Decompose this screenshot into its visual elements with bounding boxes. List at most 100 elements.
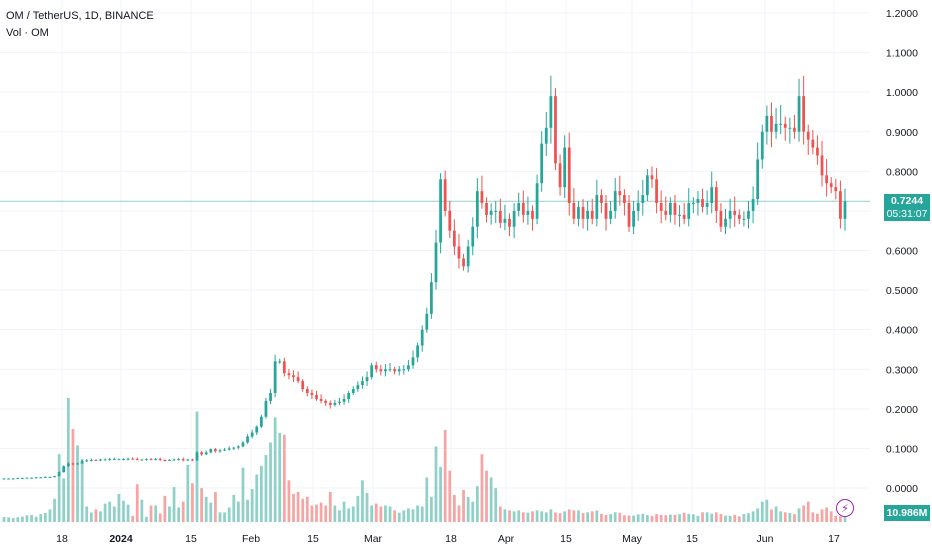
candle-body (154, 459, 158, 461)
time-tick-label: 18 (56, 533, 68, 545)
volume-bar (457, 505, 461, 522)
candle-body (489, 210, 493, 215)
candle-body (604, 203, 608, 219)
candle-body (770, 115, 773, 132)
volume-bar (747, 513, 750, 522)
candle-body (292, 375, 295, 378)
candle-body (714, 187, 718, 211)
candle-body (544, 127, 548, 144)
time-tick-label: May (622, 533, 643, 545)
time-tick-label: 17 (828, 533, 840, 545)
candle-body (733, 210, 737, 215)
candle-body (342, 398, 346, 402)
candle-body (89, 459, 93, 461)
volume-bar (195, 411, 199, 522)
volume-bar (425, 477, 429, 522)
volume-bar (549, 509, 553, 522)
volume-bar (765, 499, 769, 522)
volume-bar (485, 470, 488, 522)
candle-body (112, 459, 116, 461)
candle-body (609, 210, 613, 219)
volume-bar (600, 513, 603, 522)
volume-bar (646, 515, 649, 522)
candle-body (673, 203, 677, 215)
candle-body (99, 459, 102, 461)
volume-bar (701, 512, 704, 522)
candle-body (145, 459, 148, 461)
volume-bar (85, 506, 89, 522)
volume-bar (351, 506, 355, 522)
candle-body (7, 478, 10, 480)
volume-bar (402, 510, 406, 522)
candle-body (103, 459, 107, 461)
time-tick-label: 18 (445, 533, 457, 545)
candle-body (273, 361, 277, 393)
candle-body (186, 459, 190, 461)
volume-bar (131, 515, 135, 522)
candle-body (728, 210, 732, 219)
candle-body (48, 476, 52, 478)
time-axis[interactable]: 18 2024 15 Feb 15 Mar 18 Apr 15 May 15 Jun 17 (56, 533, 840, 545)
candle-body (577, 206, 580, 219)
candle-body (195, 452, 199, 461)
candle-body (659, 203, 663, 211)
candle-body (241, 442, 245, 447)
time-tick-label: 15 (307, 533, 319, 545)
candle-body (16, 478, 20, 480)
candle-body (379, 369, 383, 372)
candle-body (34, 477, 38, 479)
volume-bar (558, 513, 562, 522)
volume-legend[interactable]: Vol · OM (6, 27, 49, 39)
candle-body (779, 123, 783, 125)
volume-bar (586, 512, 590, 522)
candle-body (705, 203, 709, 207)
candle-body (512, 210, 516, 227)
candle-body (724, 218, 727, 227)
volume-bar (361, 480, 364, 522)
candle-body (806, 131, 810, 140)
candle-body (430, 282, 433, 314)
candle-body (567, 147, 571, 203)
candle-body (554, 96, 557, 164)
volume-bar (705, 512, 709, 522)
volume-bar (636, 514, 640, 522)
candle-body (825, 175, 828, 184)
volume-bar (572, 510, 576, 522)
symbol-legend[interactable]: OM / TetherUS, 1D, BINANCE (6, 10, 154, 22)
volume-bar (16, 517, 20, 522)
candle-body (76, 463, 79, 465)
volume-bar (11, 518, 15, 522)
volume-bar (287, 480, 291, 522)
volume-bar (544, 512, 548, 522)
price-axis[interactable]: 1.20001.10001.00000.90000.80000.70000.60… (886, 8, 918, 495)
price-tick-label: 0.8000 (886, 166, 918, 178)
candle-body (664, 210, 668, 215)
volume-bar (379, 506, 383, 522)
candles (2, 75, 847, 480)
candle-body (246, 436, 249, 443)
candle-body (191, 459, 194, 461)
volume-bar (452, 494, 456, 522)
volume-bar (140, 499, 144, 522)
volume-bar (710, 513, 714, 522)
volume-bar (475, 486, 479, 522)
volume-bar (310, 505, 314, 522)
volume-bar (618, 512, 622, 522)
volume-bar (793, 514, 796, 522)
volume-bar (154, 505, 158, 522)
candle-body (85, 460, 89, 462)
lightning-icon[interactable]: ⚡ (836, 499, 854, 517)
candle-body (508, 218, 511, 227)
candle-body (2, 478, 6, 480)
volume-bar (567, 509, 571, 522)
candle-body (682, 214, 686, 219)
volume-bar (797, 508, 801, 522)
volume-bar (779, 511, 783, 522)
candle-body (131, 458, 135, 460)
volume-bar (250, 489, 254, 522)
candle-body (361, 381, 364, 386)
volume-bar (503, 509, 507, 522)
price-tick-label: 1.1000 (886, 48, 918, 60)
volume-bar (324, 505, 328, 522)
